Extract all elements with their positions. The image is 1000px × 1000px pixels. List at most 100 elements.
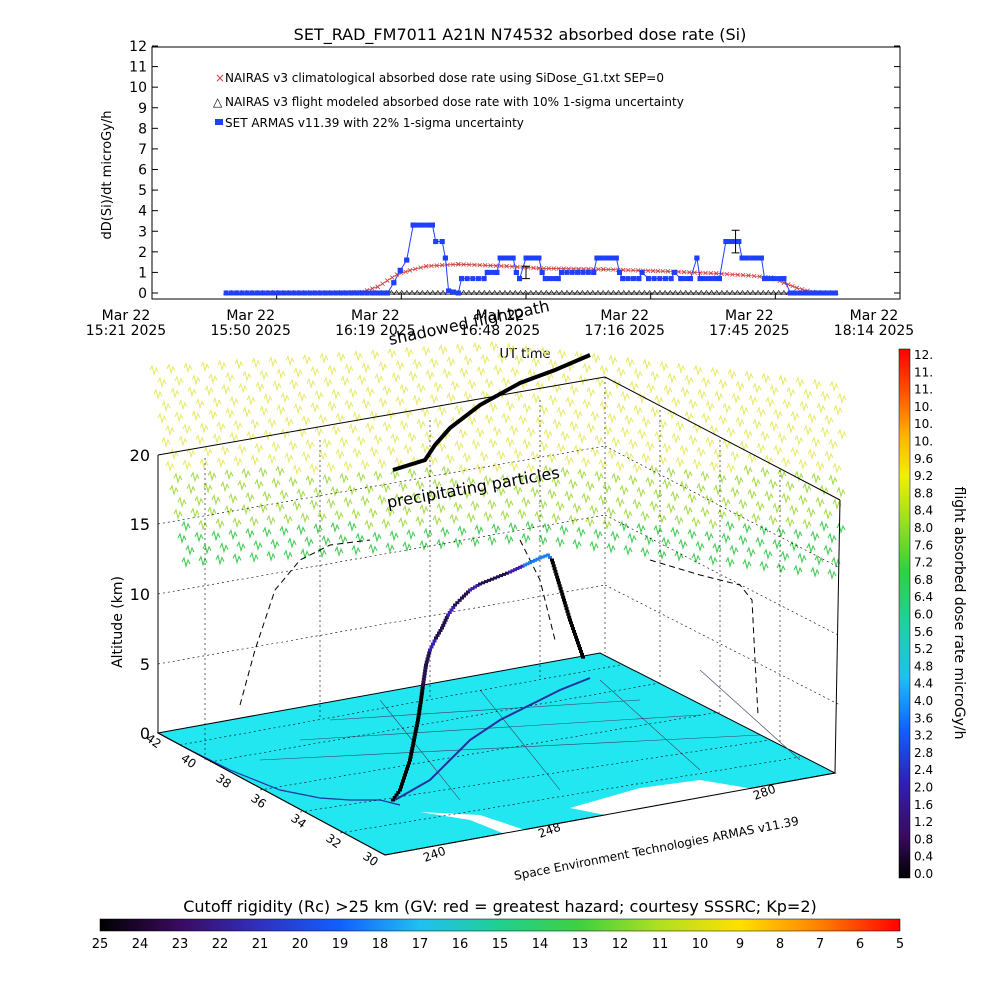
dose-point-nairas-clim (713, 271, 719, 276)
dose-point-nairas-flight (409, 289, 416, 295)
particle-arrow (364, 483, 374, 495)
particle-arrow (654, 430, 664, 442)
cutoff-tick-label: 14 (532, 937, 549, 952)
dose-point-nairas-clim (434, 263, 440, 268)
dose-point-nairas-clim (625, 267, 631, 273)
dose-point-armas (797, 290, 803, 296)
dose-point-nairas-clim (380, 281, 385, 287)
dose-point-nairas-flight (600, 289, 607, 295)
flight-track-point (449, 608, 454, 612)
flight-track-point (416, 715, 421, 719)
dose-point-nairas-flight (440, 289, 447, 295)
dose-y-tick-label: 2 (138, 245, 147, 261)
particle-arrow (794, 434, 804, 446)
dose-point-nairas-flight (605, 289, 612, 295)
dose-point-nairas-flight (465, 289, 472, 295)
dose-point-nairas-clim (407, 268, 413, 273)
particle-arrow (437, 441, 447, 453)
particle-arrow (297, 426, 307, 439)
flight-track-point (520, 564, 525, 568)
particle-arrow (666, 466, 676, 478)
dose-point-nairas-flight (775, 289, 782, 295)
dose-x-tick-label-date: Mar 22 (850, 308, 899, 324)
flight-track-point (575, 638, 579, 642)
dose-point-armas (425, 222, 431, 228)
particle-arrow (671, 396, 681, 408)
particle-arrow (795, 376, 805, 388)
particle-arrow (782, 398, 792, 410)
flight-track-point (409, 749, 414, 753)
dose-point-armas (255, 290, 261, 296)
particle-arrow (751, 512, 761, 524)
particle-arrow (234, 358, 244, 370)
flight-track-point (550, 561, 555, 565)
particle-arrow (786, 422, 796, 434)
flight-track-point (404, 770, 408, 774)
particle-arrow (403, 443, 413, 456)
dose-point-nairas-flight (739, 289, 746, 295)
particle-arrow (585, 516, 595, 528)
particle-arrow (534, 510, 544, 522)
cutoff-tick-label: 16 (452, 937, 469, 952)
particle-arrow (190, 507, 200, 519)
dose-point-armas (766, 276, 772, 282)
particle-arrow (385, 506, 395, 518)
particle-arrow (215, 554, 225, 566)
particle-arrow (331, 424, 341, 436)
particle-arrow (340, 375, 350, 387)
particle-arrow (446, 356, 456, 368)
axis-grid (157, 377, 841, 834)
particle-arrow (314, 389, 324, 402)
dose-point-nairas-flight (476, 289, 483, 295)
particle-arrow (734, 510, 744, 522)
particle-arrow (658, 454, 668, 466)
flight-track-point (419, 695, 424, 699)
particle-arrow (517, 472, 527, 484)
flight-track-point (563, 604, 568, 608)
particle-arrow (798, 494, 808, 506)
dose-point-nairas-clim (389, 275, 395, 280)
dose-point-nairas-flight (543, 289, 550, 295)
dose-x-tick-label-date: Mar 22 (102, 308, 151, 324)
particle-arrow (216, 456, 226, 469)
particle-arrow (816, 402, 826, 414)
dose-point-nairas-flight (496, 289, 503, 295)
flight-track-point (400, 782, 404, 786)
particle-arrow (493, 364, 503, 376)
dose-point-nairas-flight (538, 289, 545, 295)
particle-arrow (356, 471, 366, 483)
flight-track-point (562, 601, 567, 605)
particle-arrow (785, 480, 795, 492)
particle-arrow (198, 555, 208, 567)
dose-point-armas (646, 276, 652, 282)
particle-arrow (212, 396, 222, 409)
particle-arrow (624, 414, 634, 426)
particle-arrow (185, 544, 195, 556)
flight-track-point (415, 721, 420, 725)
particle-arrow (742, 558, 752, 570)
particle-arrow (326, 461, 336, 474)
dose-point-armas (410, 222, 416, 228)
dose-point-nairas-flight (625, 289, 632, 295)
particle-arrow (797, 552, 807, 564)
dose-point-armas (470, 276, 476, 282)
flight-track-point (568, 618, 572, 622)
particle-arrow (368, 507, 378, 519)
particle-arrow (339, 472, 349, 484)
particle-arrow (738, 534, 748, 546)
particle-arrow (442, 368, 452, 380)
particle-arrow (304, 536, 314, 548)
dose-colorbar-tick-label: 11. (914, 383, 933, 397)
dose-point-nairas-flight (579, 289, 586, 295)
dose-point-armas (727, 239, 733, 245)
particle-arrow (807, 448, 817, 460)
dose-point-nairas-clim (794, 285, 800, 291)
particle-arrow (174, 411, 184, 423)
dose-point-nairas-flight (749, 289, 756, 295)
particle-arrow (390, 432, 400, 445)
particle-arrow (204, 384, 214, 397)
particle-arrow (270, 538, 280, 550)
particle-arrow (432, 478, 442, 490)
dose-point-armas (497, 255, 503, 261)
particle-arrow (284, 416, 294, 428)
